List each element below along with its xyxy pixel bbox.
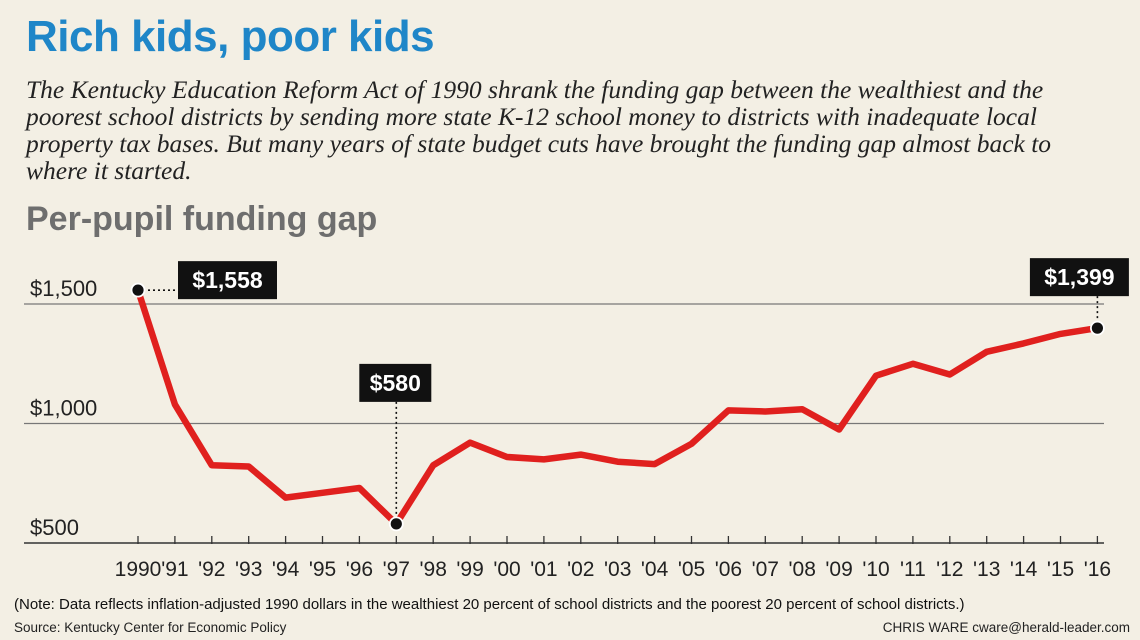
x-tick-label: '09 bbox=[825, 558, 852, 581]
x-tick-label: '15 bbox=[1047, 558, 1074, 581]
x-tick-label: '12 bbox=[936, 558, 963, 581]
x-tick-label: '93 bbox=[235, 558, 262, 581]
source-line: Source: Kentucky Center for Economic Pol… bbox=[14, 620, 287, 635]
callout-box bbox=[359, 363, 432, 402]
data-markers bbox=[130, 282, 1105, 532]
callout-box bbox=[1029, 258, 1129, 297]
y-tick-labels: $500 $1,000 $1,500 bbox=[30, 276, 97, 540]
x-tick-label: '13 bbox=[973, 558, 1000, 581]
x-tick-label: '16 bbox=[1084, 558, 1111, 581]
chart-heading: Per-pupil funding gap bbox=[26, 200, 378, 238]
y-tick-label: $1,500 bbox=[30, 276, 97, 301]
footnote: (Note: Data reflects inflation-adjusted … bbox=[14, 596, 965, 613]
callouts: $1,558 $580 $1,399 bbox=[178, 258, 1129, 402]
x-tick-label: '97 bbox=[383, 558, 410, 581]
chart-subtitle: The Kentucky Education Reform Act of 199… bbox=[26, 75, 1052, 185]
x-tick-label: '04 bbox=[641, 558, 669, 581]
y-tick-label: $1,000 bbox=[30, 396, 97, 421]
x-tick-label: '10 bbox=[862, 558, 889, 581]
data-point-marker bbox=[1090, 320, 1105, 336]
x-tick-label: '94 bbox=[272, 558, 300, 581]
x-tick-label: '06 bbox=[715, 558, 742, 581]
callout-leaders bbox=[138, 289, 1099, 524]
x-tick-label: '92 bbox=[198, 558, 225, 581]
series-line bbox=[134, 286, 1101, 528]
x-tick-label: '05 bbox=[678, 558, 705, 581]
gridlines bbox=[24, 303, 1104, 544]
x-tick-label: '00 bbox=[493, 558, 520, 581]
x-tick-label: '11 bbox=[900, 558, 926, 581]
x-axis: 1990'91 '92 '93 '94 '95 '96 '97 '98 '99 '00 '01 '02… bbox=[115, 536, 1111, 581]
x-tick-label: '95 bbox=[309, 558, 336, 581]
data-label: $580 bbox=[370, 370, 421, 396]
data-point-marker bbox=[388, 516, 404, 532]
data-series bbox=[134, 286, 1101, 528]
x-tick-label: '98 bbox=[420, 558, 447, 581]
x-tick-label: '07 bbox=[752, 558, 779, 581]
x-tick-label: '03 bbox=[604, 558, 631, 581]
credit-line: CHRIS WARE cware@herald-leader.com bbox=[882, 620, 1130, 635]
callout-box bbox=[178, 261, 277, 300]
x-tick-label: 1990 bbox=[115, 558, 162, 581]
x-tick-label: '99 bbox=[456, 558, 483, 581]
line-chart: $500 $1,000 $1,500 1990'91 '92 '93 '94 '95 '96 '… bbox=[24, 258, 1129, 581]
x-tick-label: '96 bbox=[346, 558, 373, 581]
chart-title: Rich kids, poor kids bbox=[26, 12, 435, 61]
x-tick-label: '01 bbox=[530, 558, 557, 581]
y-tick-label: $500 bbox=[30, 515, 79, 540]
x-tick-label: '02 bbox=[567, 558, 594, 581]
data-label: $1,399 bbox=[1044, 264, 1114, 290]
x-tick-label: '91 bbox=[161, 558, 188, 581]
data-point-marker bbox=[130, 282, 146, 298]
x-tick-label: '08 bbox=[789, 558, 816, 581]
data-label: $1,558 bbox=[192, 267, 263, 293]
x-tick-label: '14 bbox=[1010, 558, 1038, 581]
